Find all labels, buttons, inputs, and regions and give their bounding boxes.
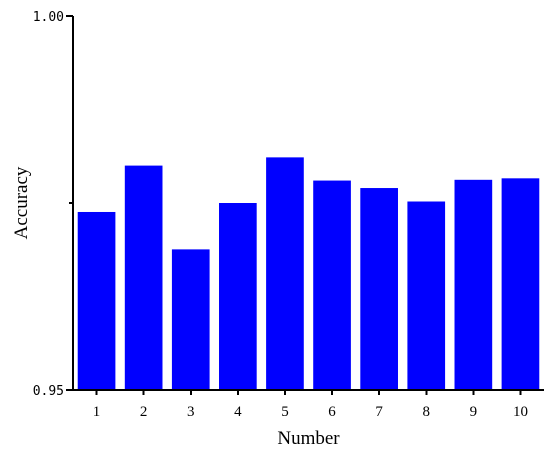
- x-tick-label: 1: [93, 404, 101, 420]
- bar-3: [171, 249, 210, 390]
- x-tick-label: 2: [140, 404, 148, 420]
- y-tick-label: 1.00: [33, 10, 64, 25]
- bar-10: [501, 178, 540, 390]
- bars-layer: [77, 157, 540, 390]
- bar-8: [407, 201, 446, 390]
- x-tick-label: 4: [234, 404, 242, 420]
- x-axis-title: Number: [277, 428, 340, 449]
- bar-4: [219, 203, 257, 390]
- bar-7: [360, 188, 398, 390]
- bar-1: [77, 211, 116, 390]
- x-tick-label: 10: [513, 404, 528, 420]
- bar-5: [266, 157, 304, 390]
- x-tick-label: 3: [187, 404, 195, 420]
- bar-2: [124, 165, 163, 390]
- bar-9: [454, 179, 493, 390]
- bar-6: [313, 180, 351, 390]
- x-tick-label: 7: [375, 404, 383, 420]
- x-tick-label: 6: [328, 404, 336, 420]
- y-tick-label: 0.95: [33, 384, 64, 399]
- x-tick-label: 5: [281, 404, 289, 420]
- y-axis-title: Accuracy: [11, 166, 32, 239]
- x-tick-label: 9: [470, 404, 478, 420]
- x-tick-label: 8: [423, 404, 431, 420]
- ticks-layer: 1 2 3 4 5 6 7 8 9 10 0.95 1.00: [33, 10, 528, 420]
